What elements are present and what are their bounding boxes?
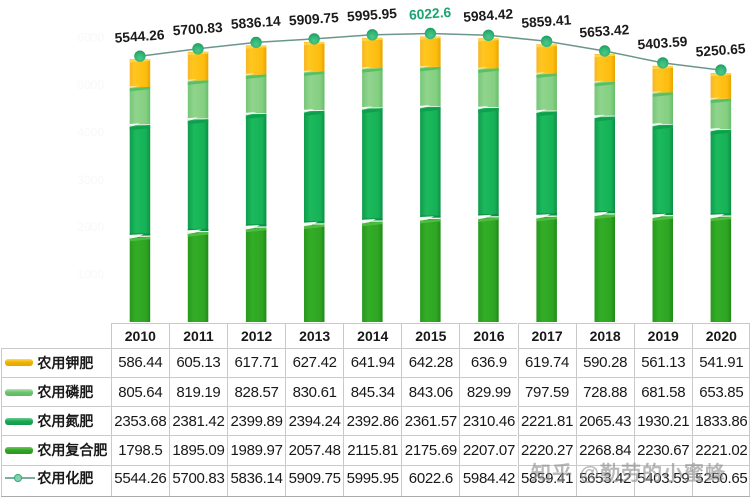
svg-text:5544.26: 5544.26: [114, 27, 165, 45]
svg-text:6022.6: 6022.6: [409, 5, 452, 23]
svg-text:3000: 3000: [77, 173, 104, 187]
svg-text:5859.41: 5859.41: [521, 12, 572, 30]
svg-text:5250.65: 5250.65: [695, 41, 746, 59]
svg-text:5909.75: 5909.75: [288, 10, 339, 28]
svg-text:5984.42: 5984.42: [463, 6, 514, 24]
svg-text:2000: 2000: [77, 220, 104, 234]
svg-text:5995.95: 5995.95: [347, 6, 398, 24]
svg-text:5000: 5000: [77, 78, 104, 92]
svg-text:5403.59: 5403.59: [637, 34, 688, 52]
svg-text:1000: 1000: [77, 268, 104, 282]
svg-text:5653.42: 5653.42: [579, 22, 630, 40]
svg-text:5836.14: 5836.14: [230, 13, 281, 31]
svg-text:5700.83: 5700.83: [172, 20, 223, 38]
svg-text:4000: 4000: [77, 125, 104, 139]
svg-text:6000: 6000: [77, 31, 104, 45]
